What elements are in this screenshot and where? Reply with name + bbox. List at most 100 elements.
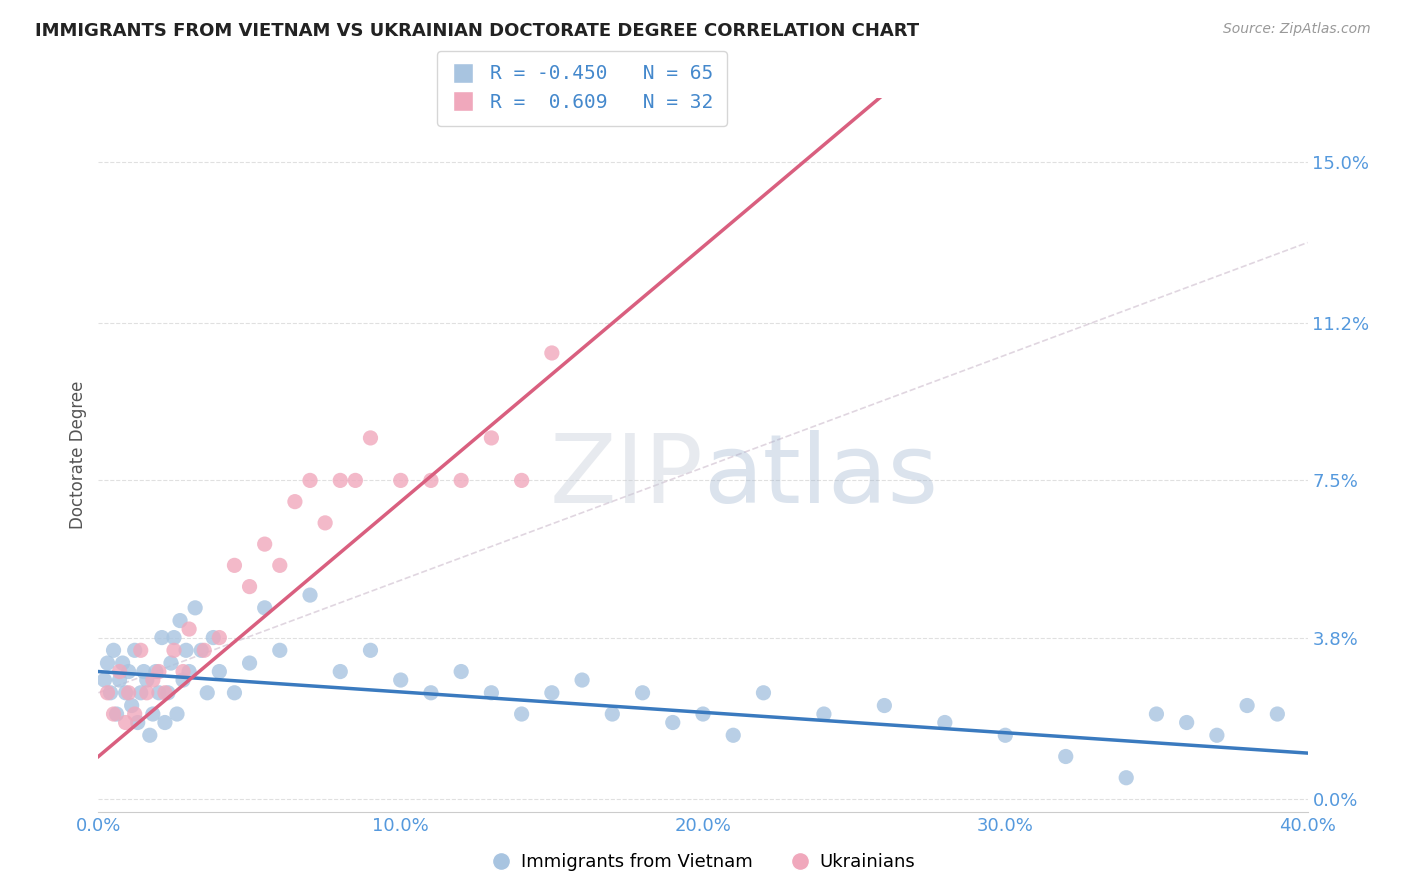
Point — [1206, 728, 1229, 742]
Point — [96, 656, 118, 670]
Point — [1267, 706, 1289, 721]
Point — [172, 673, 194, 687]
Point — [540, 346, 562, 360]
Point — [156, 686, 179, 700]
Point — [813, 706, 835, 721]
Point — [124, 643, 146, 657]
Point — [420, 474, 443, 488]
Text: Source: ZipAtlas.com: Source: ZipAtlas.com — [1223, 22, 1371, 37]
Point — [239, 656, 262, 670]
Point — [299, 474, 322, 488]
Point — [360, 643, 382, 657]
Point — [692, 706, 714, 721]
Point — [661, 715, 683, 730]
Point — [135, 686, 157, 700]
Point — [934, 715, 956, 730]
Point — [752, 686, 775, 700]
Point — [1146, 706, 1168, 721]
Point — [129, 643, 152, 657]
Point — [510, 706, 533, 721]
Point — [239, 580, 262, 594]
Legend: Immigrants from Vietnam, Ukrainians: Immigrants from Vietnam, Ukrainians — [484, 847, 922, 879]
Text: ZIP: ZIP — [550, 430, 703, 523]
Point — [118, 686, 141, 700]
Point — [571, 673, 593, 687]
Point — [184, 600, 207, 615]
Point — [253, 600, 276, 615]
Point — [148, 665, 170, 679]
Point — [105, 706, 128, 721]
Point — [360, 431, 382, 445]
Point — [284, 494, 307, 508]
Text: IMMIGRANTS FROM VIETNAM VS UKRAINIAN DOCTORATE DEGREE CORRELATION CHART: IMMIGRANTS FROM VIETNAM VS UKRAINIAN DOC… — [35, 22, 920, 40]
Point — [389, 474, 412, 488]
Point — [153, 686, 176, 700]
Point — [510, 474, 533, 488]
Point — [118, 665, 141, 679]
Point — [1115, 771, 1137, 785]
Point — [129, 686, 152, 700]
Point — [135, 673, 157, 687]
Point — [269, 643, 291, 657]
Point — [145, 665, 167, 679]
Point — [1175, 715, 1198, 730]
Point — [93, 673, 115, 687]
Point — [344, 474, 367, 488]
Point — [174, 643, 197, 657]
Point — [329, 474, 352, 488]
Point — [1054, 749, 1077, 764]
Point — [172, 665, 194, 679]
Point — [148, 686, 170, 700]
Point — [253, 537, 276, 551]
Point — [160, 656, 183, 670]
Point — [329, 665, 352, 679]
Point — [124, 706, 146, 721]
Point — [103, 643, 125, 657]
Point — [100, 686, 122, 700]
Point — [114, 686, 136, 700]
Point — [224, 558, 246, 573]
Point — [299, 588, 322, 602]
Point — [540, 686, 562, 700]
Point — [481, 686, 503, 700]
Point — [193, 643, 215, 657]
Point — [142, 673, 165, 687]
Point — [314, 516, 336, 530]
Point — [994, 728, 1017, 742]
Point — [150, 631, 173, 645]
Point — [1236, 698, 1258, 713]
Point — [139, 728, 162, 742]
Point — [163, 631, 186, 645]
Point — [132, 665, 155, 679]
Point — [195, 686, 218, 700]
Point — [114, 715, 136, 730]
Point — [179, 622, 201, 636]
Point — [111, 656, 134, 670]
Text: atlas: atlas — [703, 430, 938, 523]
Point — [602, 706, 624, 721]
Legend: R = -0.450   N = 65, R =  0.609   N = 32: R = -0.450 N = 65, R = 0.609 N = 32 — [437, 51, 727, 126]
Point — [450, 474, 472, 488]
Point — [873, 698, 896, 713]
Point — [389, 673, 412, 687]
Point — [269, 558, 291, 573]
Point — [179, 665, 201, 679]
Point — [142, 706, 165, 721]
Point — [153, 715, 176, 730]
Point — [190, 643, 212, 657]
Point — [208, 631, 231, 645]
Point — [450, 665, 472, 679]
Point — [96, 686, 118, 700]
Point — [108, 665, 131, 679]
Y-axis label: Doctorate Degree: Doctorate Degree — [69, 381, 87, 529]
Point — [121, 698, 143, 713]
Point — [208, 665, 231, 679]
Point — [631, 686, 654, 700]
Point — [108, 673, 131, 687]
Point — [163, 643, 186, 657]
Point — [202, 631, 225, 645]
Point — [420, 686, 443, 700]
Point — [103, 706, 125, 721]
Point — [723, 728, 745, 742]
Point — [166, 706, 188, 721]
